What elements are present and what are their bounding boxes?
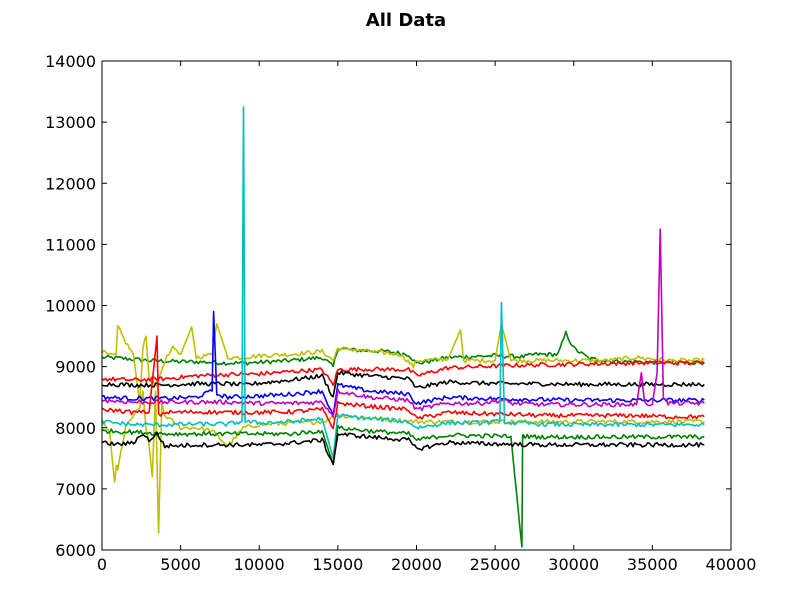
x-tick-label: 0 [97,555,107,574]
x-tick-label: 30000 [548,555,599,574]
series-line-2 [102,322,705,405]
series-line-11 [102,431,705,466]
series-line-9 [102,106,705,460]
series-line-10 [102,424,705,548]
y-tick-label: 9000 [55,358,96,377]
series-line-7 [102,228,705,418]
y-tick-label: 10000 [45,297,96,316]
x-tick-label: 25000 [470,555,521,574]
x-tick-label: 15000 [312,555,363,574]
y-axis: 6000 7000 8000 9000 10000 11000 12000 13000 1400… [45,52,731,560]
x-axis: 0 5000 10000 15000 20000 25000 30000 35000 40000 [97,61,757,574]
x-tick-label: 40000 [706,555,757,574]
plot-area [102,61,731,550]
series-line-4 [102,360,705,387]
x-tick-label: 35000 [627,555,678,574]
y-tick-label: 11000 [45,235,96,254]
series-line-5 [102,370,705,398]
x-tick-label: 20000 [391,555,442,574]
series-line-1 [102,330,705,368]
x-tick-label: 10000 [234,555,285,574]
y-tick-label: 6000 [55,541,96,560]
y-tick-label: 12000 [45,174,96,193]
series-line-8 [102,335,705,430]
y-tick-label: 8000 [55,419,96,438]
series-group [102,106,705,548]
y-tick-label: 13000 [45,113,96,132]
y-tick-label: 7000 [55,480,96,499]
x-tick-label: 5000 [160,555,201,574]
y-tick-label: 14000 [45,52,96,71]
chart-title: All Data [366,10,446,31]
series-line-6 [102,310,705,417]
